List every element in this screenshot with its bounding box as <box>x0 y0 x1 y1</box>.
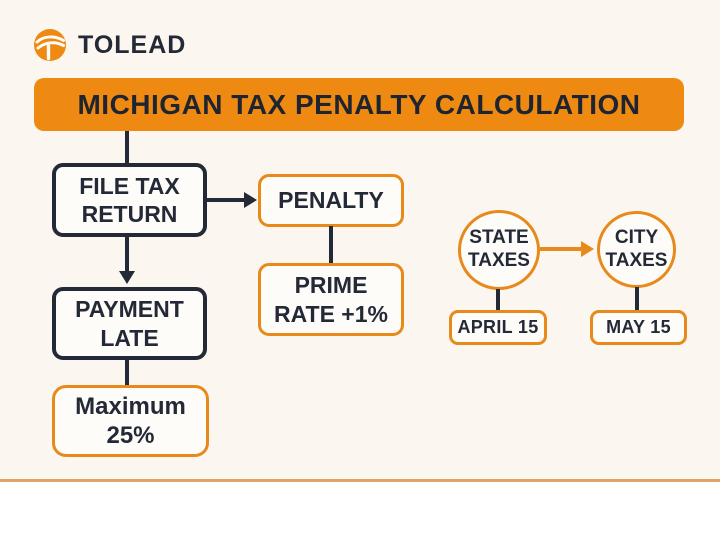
node-label-line: CITY <box>614 226 659 248</box>
page-title: MICHIGAN TAX PENALTY CALCULATION <box>77 88 641 120</box>
tolead-logo-icon <box>34 29 66 61</box>
node-label-line: PENALTY <box>278 187 384 214</box>
connector-penalty-prime <box>329 226 333 264</box>
node-penalty: PENALTY <box>258 174 404 227</box>
node-label-line: TAXES <box>468 250 530 271</box>
node-city-taxes: CITY TAXES <box>597 211 676 288</box>
brand-logo: TOLEAD <box>34 29 186 61</box>
connector-file-penalty <box>205 198 246 202</box>
node-label-line: MAY 15 <box>606 316 671 337</box>
connector-city-may <box>635 287 639 312</box>
node-label-line: FILE TAX <box>79 172 180 199</box>
node-label-line: PRIME <box>294 272 368 299</box>
node-maximum-25: Maximum 25% <box>52 385 209 457</box>
node-label-line: STATE <box>469 227 529 249</box>
connector-file-payment <box>125 236 129 272</box>
node-label-line: Maximum <box>75 392 186 420</box>
infographic-card: TOLEAD MICHIGAN TAX PENALTY CALCULATION … <box>0 0 720 479</box>
node-april-15: APRIL 15 <box>449 310 547 345</box>
node-label-line: TAXES <box>605 249 668 271</box>
title-banner: MICHIGAN TAX PENALTY CALCULATION <box>34 78 684 131</box>
node-label-line: RETURN <box>81 201 178 227</box>
arrowhead-right-icon <box>581 241 594 257</box>
connector-state-city <box>540 247 582 251</box>
node-payment-late: PAYMENT LATE <box>52 287 207 360</box>
connector-state-april <box>496 289 500 312</box>
node-label-line: RATE +1% <box>274 300 388 327</box>
node-state-taxes: STATE TAXES <box>458 210 540 290</box>
connector-banner-file <box>125 131 129 164</box>
bottom-divider <box>0 479 720 482</box>
node-may-15: MAY 15 <box>590 310 687 345</box>
connector-payment-max <box>125 358 129 387</box>
arrowhead-right-icon <box>244 192 257 208</box>
node-label-line: 25% <box>106 422 155 449</box>
node-file-tax-return: FILE TAX RETURN <box>52 163 207 237</box>
node-label-line: LATE <box>100 324 159 351</box>
node-prime-rate: PRIME RATE +1% <box>258 263 404 336</box>
arrowhead-down-icon <box>119 271 135 284</box>
brand-name: TOLEAD <box>78 30 187 59</box>
node-label-line: APRIL 15 <box>457 316 539 337</box>
node-label-line: PAYMENT <box>75 296 184 323</box>
